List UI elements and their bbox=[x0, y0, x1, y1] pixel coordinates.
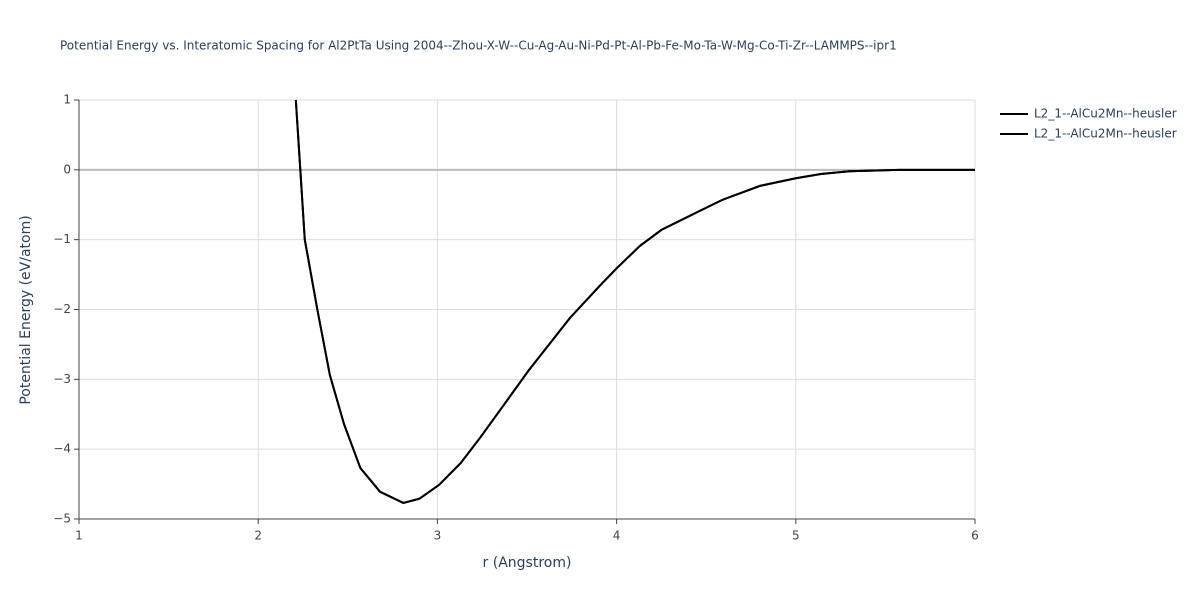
y-tick-label: −1 bbox=[53, 232, 71, 246]
y-tick-label: 0 bbox=[63, 162, 71, 176]
chart-title: Potential Energy vs. Interatomic Spacing… bbox=[60, 39, 897, 53]
y-tick-label: −3 bbox=[53, 372, 71, 386]
x-axis-title: r (Angstrom) bbox=[483, 555, 572, 571]
plot-area bbox=[294, 100, 975, 504]
legend-label: L2_1--AlCu2Mn--heusler bbox=[1034, 107, 1177, 121]
x-tick-label: 6 bbox=[971, 529, 979, 543]
x-tick-label: 1 bbox=[75, 529, 83, 543]
x-tick-label: 2 bbox=[254, 529, 262, 543]
x-tick-label: 5 bbox=[792, 529, 800, 543]
y-tick-label: −5 bbox=[53, 512, 71, 526]
y-tick-label: 1 bbox=[63, 93, 71, 107]
x-tick-label: 3 bbox=[434, 529, 442, 543]
y-axis-title: Potential Energy (eV/atom) bbox=[18, 215, 34, 404]
x-tick-label: 4 bbox=[613, 529, 621, 543]
y-tick-label: −4 bbox=[53, 442, 71, 456]
line-series bbox=[294, 100, 975, 504]
legend-label: L2_1--AlCu2Mn--heusler bbox=[1034, 127, 1177, 141]
y-tick-label: −2 bbox=[53, 302, 71, 316]
line-series bbox=[294, 100, 975, 504]
